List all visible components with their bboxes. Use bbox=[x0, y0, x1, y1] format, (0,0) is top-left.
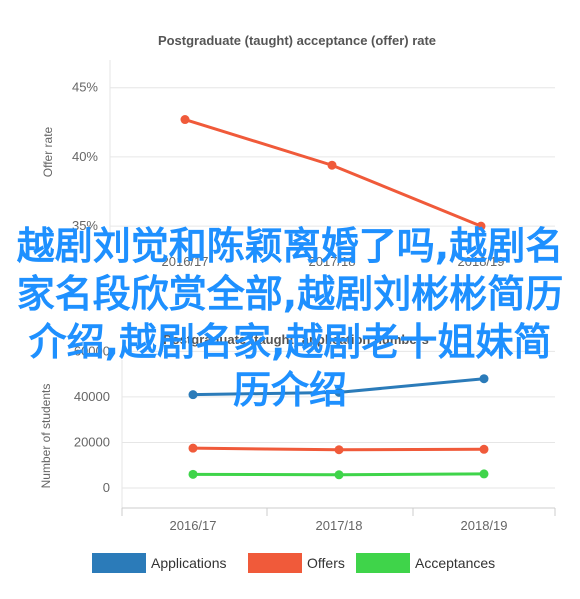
bottom-chart-title: Postgraduate (taught) application number… bbox=[163, 332, 429, 347]
bottom-y-tick-label: 0 bbox=[103, 480, 110, 495]
offer-rate-point bbox=[476, 221, 486, 231]
legend-label-offers: Offers bbox=[307, 555, 345, 571]
bottom-chart-y-ticks: 0 20000 40000 60000 bbox=[74, 343, 110, 495]
bottom-y-tick-label: 60000 bbox=[74, 343, 110, 358]
bottom-y-tick-label: 20000 bbox=[74, 434, 110, 449]
top-chart-y-axis-label: Offer rate bbox=[41, 126, 55, 177]
top-x-tick-label: 2017/18 bbox=[309, 254, 356, 269]
top-y-tick-label: 40% bbox=[72, 149, 98, 164]
bottom-x-tick-label: 2016/17 bbox=[170, 518, 217, 533]
legend-swatch-acceptances bbox=[356, 553, 410, 573]
top-chart-title: Postgraduate (taught) acceptance (offer)… bbox=[158, 33, 436, 48]
legend-swatch-applications bbox=[92, 553, 146, 573]
bottom-x-tick-label: 2018/19 bbox=[461, 518, 508, 533]
top-chart-gridlines bbox=[109, 60, 555, 240]
top-x-tick-label: 2016/17 bbox=[162, 254, 209, 269]
series-point-acceptances bbox=[188, 469, 198, 479]
bottom-x-tick-label: 2017/18 bbox=[316, 518, 363, 533]
series-point-applications bbox=[188, 390, 198, 400]
offer-rate-line bbox=[184, 118, 482, 228]
series-point-acceptances bbox=[479, 469, 489, 479]
offer-rate-chart: Postgraduate (taught) acceptance (offer)… bbox=[41, 33, 555, 269]
top-x-tick-label: 2018/19 bbox=[458, 254, 505, 269]
top-y-tick-label: 45% bbox=[72, 80, 98, 95]
bottom-chart-y-axis-label: Number of students bbox=[39, 384, 53, 489]
bottom-chart-gridlines bbox=[121, 350, 555, 508]
legend-swatch-offers bbox=[248, 553, 302, 573]
series-point-acceptances bbox=[334, 470, 344, 480]
top-chart-series: 2016/17 2017/18 2018/19 bbox=[162, 115, 505, 269]
series-point-offers bbox=[334, 445, 344, 455]
offer-rate-point bbox=[180, 115, 190, 125]
series-point-applications bbox=[334, 387, 344, 397]
series-point-offers bbox=[188, 443, 198, 453]
legend-label-acceptances: Acceptances bbox=[415, 555, 495, 571]
bottom-chart-series bbox=[188, 374, 489, 480]
series-point-offers bbox=[479, 444, 489, 454]
bottom-chart-x-axis: 2016/17 2017/18 2018/19 bbox=[121, 507, 556, 533]
series-point-applications bbox=[479, 374, 489, 384]
top-chart-y-ticks: 35% 40% 45% bbox=[72, 80, 98, 233]
offer-rate-point bbox=[327, 160, 337, 170]
top-y-tick-label: 35% bbox=[72, 218, 98, 233]
chart-legend: Applications Offers Acceptances bbox=[92, 553, 495, 573]
bottom-y-tick-label: 40000 bbox=[74, 389, 110, 404]
legend-label-applications: Applications bbox=[151, 555, 227, 571]
application-numbers-chart: Postgraduate (taught) application number… bbox=[39, 332, 556, 573]
